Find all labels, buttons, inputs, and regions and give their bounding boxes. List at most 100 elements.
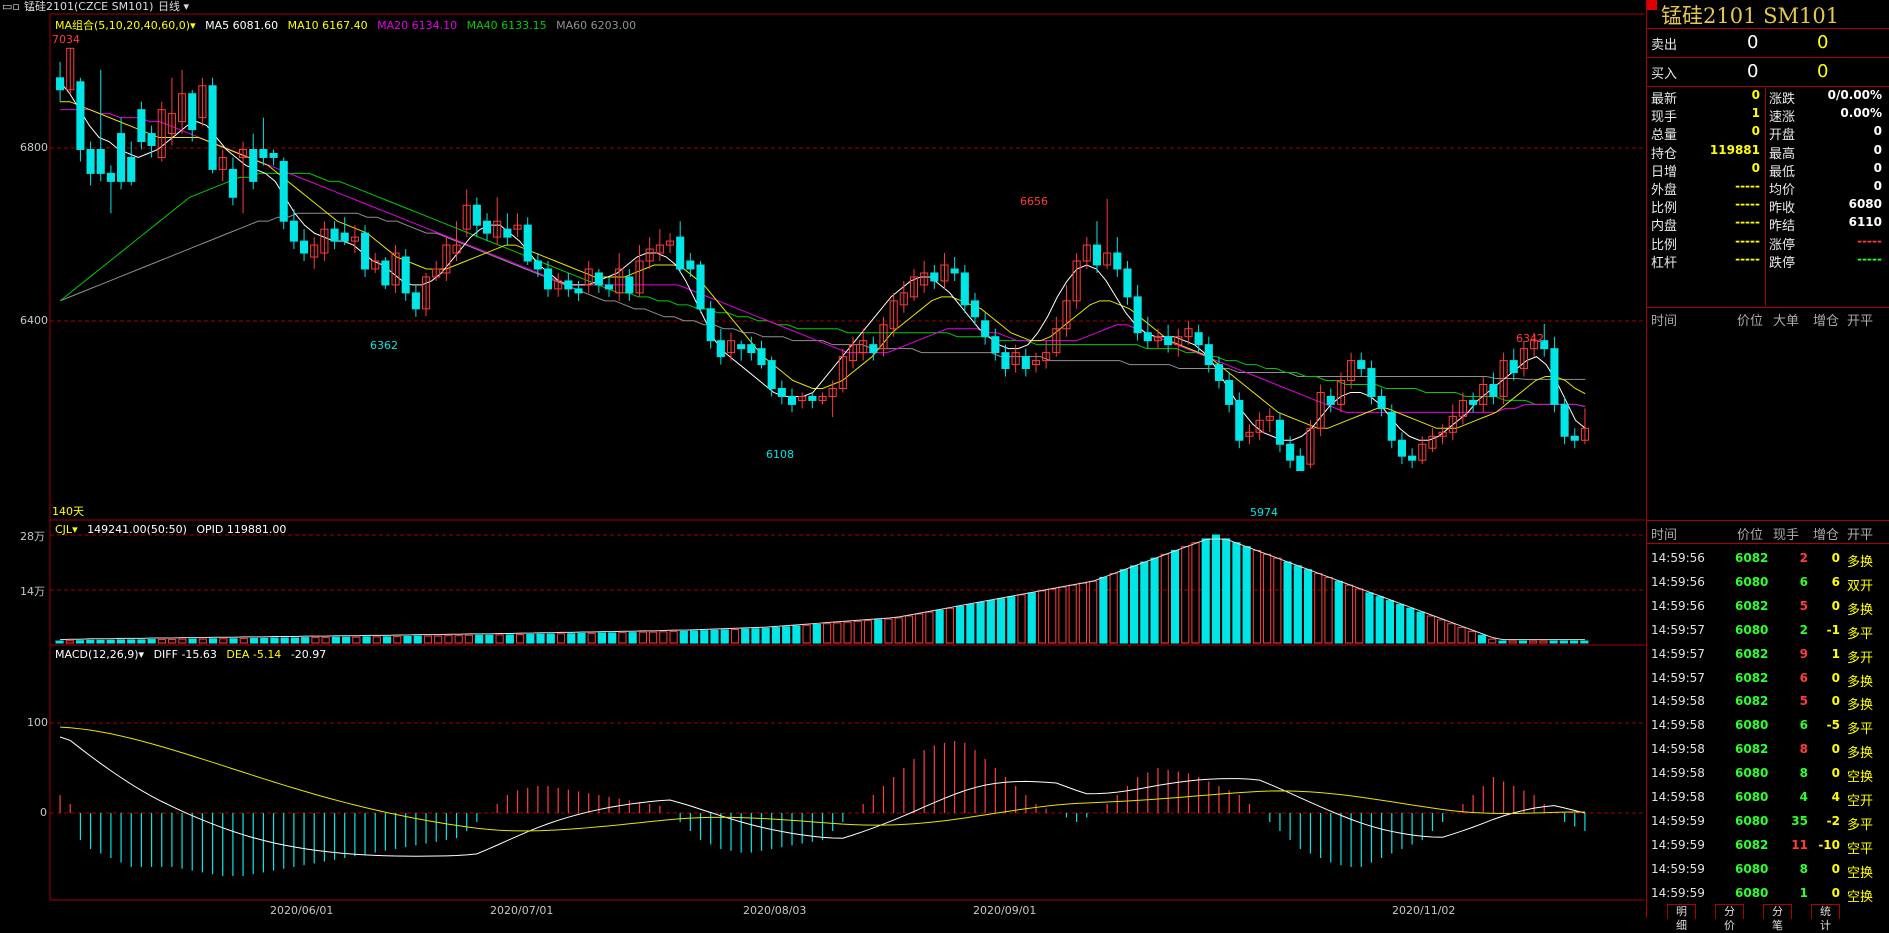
stat-value: 0/0.00% xyxy=(1827,88,1882,102)
tick-time: 14:59:58 xyxy=(1651,790,1705,804)
ma20-line xyxy=(60,109,1586,413)
candle-body xyxy=(848,344,858,362)
tick-row[interactable]: 14:59:56 6080 6 6 双开 xyxy=(1647,570,1889,594)
candle-body xyxy=(106,172,115,182)
stat-label: 最高 xyxy=(1769,146,1796,162)
tick-row[interactable]: 14:59:57 6082 6 0 多换 xyxy=(1647,666,1889,690)
tick-row[interactable]: 14:59:58 6080 6 -5 多平 xyxy=(1647,713,1889,737)
volume-bar xyxy=(311,637,320,644)
volume-bar xyxy=(1447,623,1456,644)
candle-body xyxy=(432,268,441,278)
stat-row: 总量 0 开盘 0 xyxy=(1647,124,1889,143)
tick-row[interactable]: 14:59:57 6080 2 -1 多平 xyxy=(1647,618,1889,642)
macd-label[interactable]: MACD(12,26,9) xyxy=(55,648,139,661)
tick-row[interactable]: 14:59:58 6080 4 4 空开 xyxy=(1647,785,1889,809)
volume-bar xyxy=(1416,611,1425,644)
volume-bar xyxy=(96,639,105,644)
tick-time: 14:59:58 xyxy=(1651,718,1705,733)
tick-inc: 0 xyxy=(1831,694,1840,709)
tick-row[interactable]: 14:59:58 6082 8 0 多换 xyxy=(1647,737,1889,761)
tick-row[interactable]: 14:59:58 6080 8 0 空换 xyxy=(1647,761,1889,785)
big-header-inc: 增仓 xyxy=(1813,314,1840,329)
tick-qty: 8 xyxy=(1799,766,1808,781)
ma5-polyline xyxy=(59,81,1586,441)
volume-bar xyxy=(1263,553,1272,644)
tick-row[interactable]: 14:59:59 6080 35 -2 多平 xyxy=(1647,809,1889,833)
y-tick-6800: 6800 xyxy=(20,141,48,154)
tick-inc: 0 xyxy=(1831,885,1840,900)
candle-body xyxy=(269,152,278,158)
ma-legend: MA组合(5,10,20,40,60,0)▾ MA5 6081.60 MA10 … xyxy=(55,19,637,32)
tab-stats[interactable]: 统计 xyxy=(1811,904,1840,932)
tick-row[interactable]: 14:59:59 6080 1 0 空换 xyxy=(1647,881,1889,905)
ma-label[interactable]: MA组合(5,10,20,40,60,0) xyxy=(55,19,191,32)
candle-body xyxy=(1072,260,1081,302)
candle-body xyxy=(747,344,756,354)
opid-line xyxy=(60,538,1585,641)
tick-inc: -10 xyxy=(1818,837,1840,852)
tab-price[interactable]: 分价 xyxy=(1715,904,1744,932)
macd-bars xyxy=(59,726,1586,876)
volume-bar xyxy=(444,635,453,644)
volume-bar xyxy=(996,598,1006,644)
ma10-line xyxy=(60,101,1586,429)
sell-label: 卖出 xyxy=(1651,38,1678,53)
volume-bar xyxy=(1130,565,1139,644)
volume-bar xyxy=(1119,569,1128,644)
candle-body xyxy=(818,395,827,401)
tick-row[interactable]: 14:59:59 6080 8 0 空换 xyxy=(1647,857,1889,881)
candle-body xyxy=(279,160,288,222)
volume-bar xyxy=(802,624,811,644)
tick-header-type: 开平 xyxy=(1847,528,1874,543)
candle-body xyxy=(401,256,410,294)
volume-bar xyxy=(833,622,842,644)
candle-body xyxy=(574,288,583,294)
tick-time: 14:59:57 xyxy=(1651,670,1705,685)
instrument-title: 锰硅2101(CZCE SM101) xyxy=(24,0,154,13)
tick-row[interactable]: 14:59:56 6082 2 0 多换 xyxy=(1647,546,1889,570)
candle-body xyxy=(299,240,309,254)
volume-bar xyxy=(219,638,228,644)
volume-bar xyxy=(1160,553,1169,644)
candle-body xyxy=(249,148,258,182)
tick-qty: 9 xyxy=(1799,646,1808,661)
menu-icon[interactable]: ▭▫ xyxy=(2,0,20,13)
volume-bar xyxy=(1355,588,1364,644)
volume-bar xyxy=(1559,640,1568,644)
volume-bar xyxy=(1037,590,1047,644)
candle-body xyxy=(1397,439,1406,457)
tick-inc: 0 xyxy=(1831,766,1840,781)
buy-row[interactable]: 买入 0 0 xyxy=(1647,61,1889,83)
candle-body xyxy=(1540,340,1549,350)
candle-body xyxy=(686,260,695,270)
period-selector[interactable]: 日线 ▾ xyxy=(158,0,190,13)
tick-row[interactable]: 14:59:56 6082 5 0 多换 xyxy=(1647,594,1889,618)
candle-body xyxy=(991,336,1000,354)
candle-body xyxy=(381,260,390,286)
kline-chart-area[interactable]: ▭▫ 锰硅2101(CZCE SM101) 日线 ▾ MA组合(5,10,20,… xyxy=(0,0,1645,918)
candle-body xyxy=(533,260,542,270)
tick-row[interactable]: 14:59:57 6082 9 1 多开 xyxy=(1647,642,1889,666)
sell-row[interactable]: 卖出 0 0 xyxy=(1647,32,1889,54)
candle-body xyxy=(1143,332,1152,342)
tick-row[interactable]: 14:59:59 6082 11 -10 空平 xyxy=(1647,833,1889,857)
tick-type: 空开 xyxy=(1847,794,1874,809)
candle-body xyxy=(1448,415,1457,433)
stat-row: 日增 0 最低 0 xyxy=(1647,161,1889,180)
candle-body xyxy=(188,93,197,131)
candle-body xyxy=(757,348,766,366)
volume-bar xyxy=(1170,549,1180,644)
candle-body xyxy=(543,268,553,290)
candles xyxy=(56,47,1589,472)
tab-detail[interactable]: 明细 xyxy=(1667,904,1696,932)
volume-bar xyxy=(823,623,832,644)
panel-title: 锰硅2101 SM101 xyxy=(1661,4,1840,28)
tab-trades[interactable]: 分笔 xyxy=(1763,904,1792,932)
candle-body xyxy=(523,224,532,262)
macd-value: -20.97 xyxy=(290,648,327,661)
candle-body xyxy=(117,133,126,182)
vol-label[interactable]: CJL xyxy=(55,523,73,536)
tick-row[interactable]: 14:59:58 6082 5 0 多换 xyxy=(1647,689,1889,713)
volume-bar xyxy=(352,636,361,644)
volume-bar xyxy=(475,634,484,644)
